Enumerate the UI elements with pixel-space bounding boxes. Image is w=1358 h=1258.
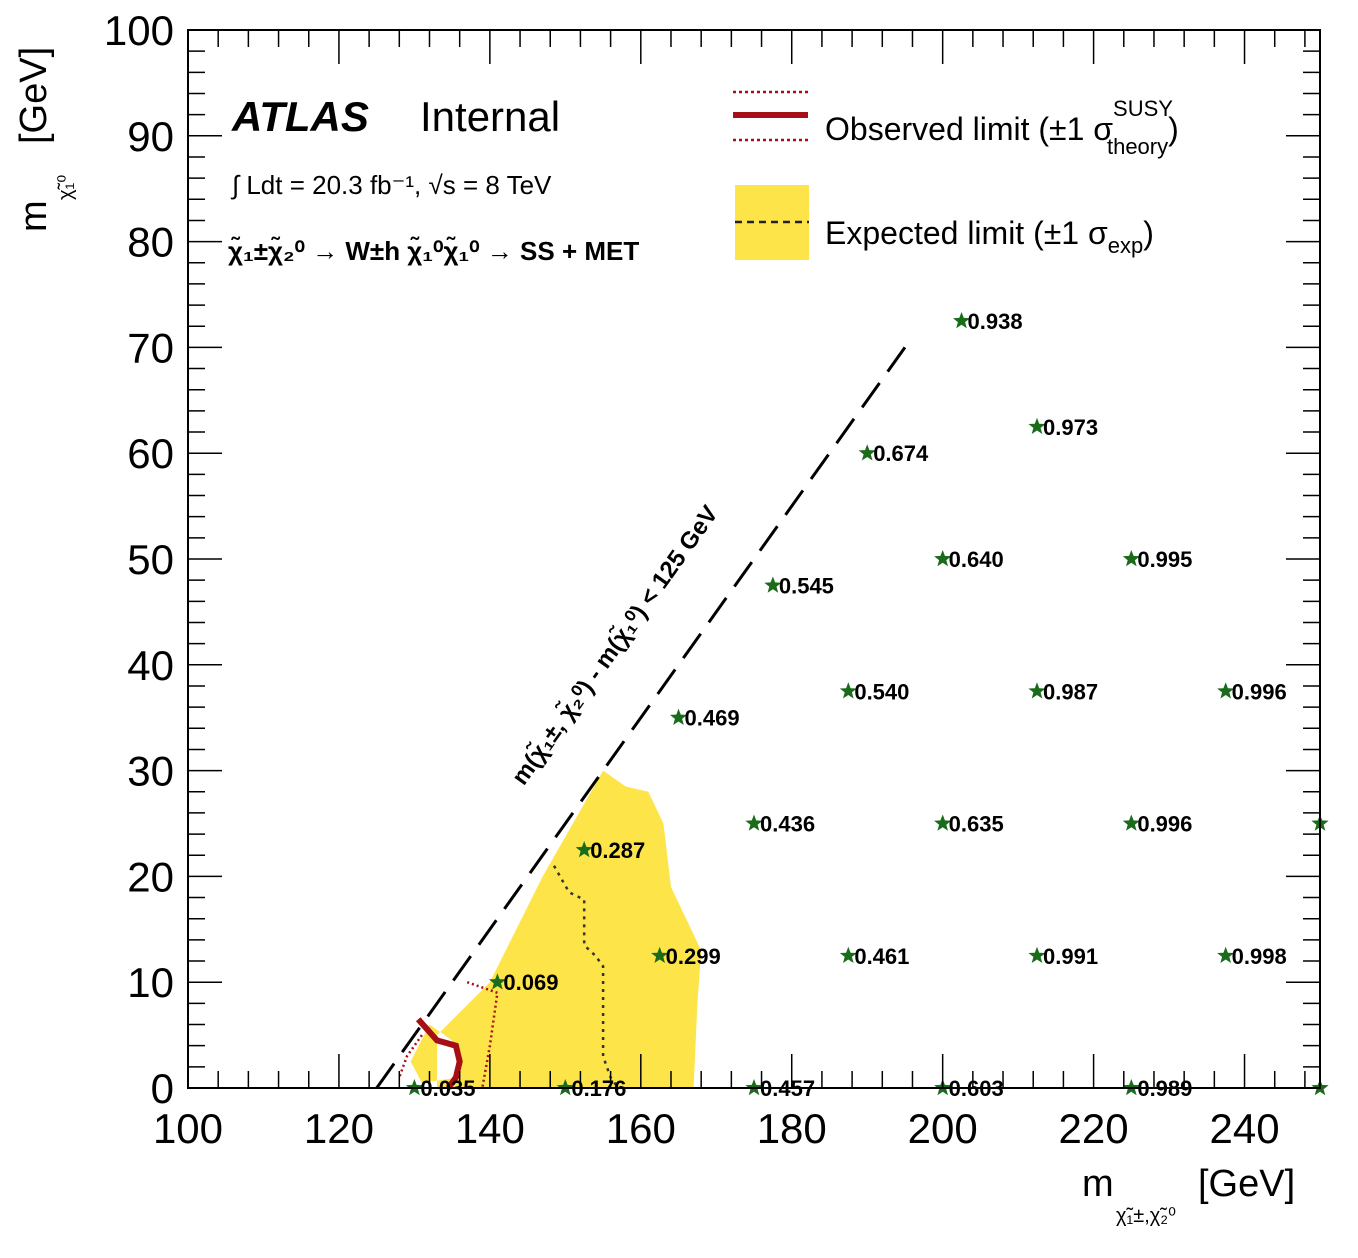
signal-point-star bbox=[953, 312, 971, 329]
y-tick-label: 30 bbox=[127, 748, 174, 795]
atlas-logo-text: ATLAS bbox=[231, 93, 369, 140]
signal-point-label: 0.545 bbox=[779, 573, 834, 598]
x-tick-label: 240 bbox=[1209, 1105, 1279, 1152]
observed-limit-line bbox=[415, 1017, 463, 1090]
kinematic-boundary-line bbox=[375, 346, 907, 1089]
y-tick-label: 60 bbox=[127, 430, 174, 477]
signal-point-label: 0.995 bbox=[1137, 547, 1192, 572]
expected-band-layer bbox=[410, 770, 702, 1088]
x-axis-title-subscript: χ̃₁±,χ̃₂⁰ bbox=[1116, 1205, 1176, 1227]
signal-point-star bbox=[858, 444, 876, 461]
signal-point-star bbox=[839, 682, 857, 699]
signal-point-label: 0.996 bbox=[1232, 679, 1287, 704]
y-axis-title-unit: [GeV] bbox=[13, 47, 55, 144]
y-axis-title: m χ̃₁⁰ [GeV] bbox=[13, 47, 77, 232]
x-axis-title-m: m bbox=[1082, 1163, 1114, 1205]
y-tick-label: 0 bbox=[151, 1065, 174, 1112]
signal-point-star bbox=[575, 841, 593, 858]
atlas-label: ATLAS Internal bbox=[231, 93, 560, 140]
signal-point-label: 0.287 bbox=[590, 838, 645, 863]
y-tick-label: 50 bbox=[127, 536, 174, 583]
signal-point-star bbox=[1028, 417, 1046, 434]
signal-point-star bbox=[651, 946, 669, 963]
signal-point-label: 0.436 bbox=[760, 812, 815, 837]
x-axis-title-unit: [GeV] bbox=[1198, 1163, 1295, 1205]
internal-text: Internal bbox=[420, 93, 560, 140]
legend: Observed limit (±1 σSUSY theory) Expected… bbox=[733, 90, 1179, 260]
x-tick-label: 200 bbox=[908, 1105, 978, 1152]
signal-point-label: 0.991 bbox=[1043, 944, 1098, 969]
signal-point-label: 0.640 bbox=[949, 547, 1004, 572]
signal-point-label: 0.987 bbox=[1043, 679, 1098, 704]
legend-observed-label: Observed limit (±1 σSUSY theory) bbox=[825, 96, 1179, 159]
signal-point-label: 0.299 bbox=[666, 944, 721, 969]
signal-point-star bbox=[934, 814, 952, 831]
signal-point-star bbox=[1028, 946, 1046, 963]
observed-limit-minus-line bbox=[466, 981, 499, 1089]
signal-point-label: 0.674 bbox=[873, 441, 929, 466]
x-tick-label: 120 bbox=[304, 1105, 374, 1152]
signal-point-star bbox=[1028, 682, 1046, 699]
signal-point-star bbox=[670, 708, 688, 725]
signal-point-label: 0.938 bbox=[968, 309, 1023, 334]
y-axis-title-m: m bbox=[13, 200, 55, 232]
signal-point-label: 0.461 bbox=[854, 944, 909, 969]
y-tick-label: 70 bbox=[127, 324, 174, 371]
x-tick-label: 160 bbox=[606, 1105, 676, 1152]
signal-point-star bbox=[934, 550, 952, 567]
y-tick-label: 10 bbox=[127, 959, 174, 1006]
y-tick-label: 100 bbox=[104, 7, 174, 54]
observed-limit-plus-line bbox=[398, 1034, 423, 1078]
y-tick-label: 20 bbox=[127, 853, 174, 900]
y-tick-label: 90 bbox=[127, 113, 174, 160]
x-tick-label: 220 bbox=[1059, 1105, 1129, 1152]
process-label: χ̃₁±χ̃₂⁰ → W±h χ̃₁⁰χ̃₁⁰ → SS + MET bbox=[228, 236, 639, 266]
signal-point-star bbox=[1217, 682, 1235, 699]
signal-point-label: 0.540 bbox=[854, 679, 909, 704]
signal-point-label: 0.996 bbox=[1137, 812, 1192, 837]
expected-band bbox=[410, 770, 702, 1088]
limit-lines-layer bbox=[375, 346, 907, 1090]
signal-point-star bbox=[745, 814, 763, 831]
signal-point-star bbox=[488, 973, 506, 990]
signal-point-label: 0.069 bbox=[503, 970, 558, 995]
luminosity-label: ∫ Ldt = 20.3 fb⁻¹, √s = 8 TeV bbox=[230, 170, 552, 200]
x-tick-label: 140 bbox=[455, 1105, 525, 1152]
signal-point-star bbox=[839, 946, 857, 963]
signal-point-star bbox=[1217, 946, 1235, 963]
signal-point-star bbox=[1122, 814, 1140, 831]
y-tick-label: 40 bbox=[127, 642, 174, 689]
x-axis-title: m χ̃₁±,χ̃₂⁰ [GeV] bbox=[1082, 1163, 1295, 1227]
signal-point-label: 0.635 bbox=[949, 812, 1004, 837]
axis-ticks-layer: 100 120 140 160 180 200 220 240 0 10 20 30 40 50 60 70 8… bbox=[104, 7, 1320, 1152]
signal-point-label: 0.469 bbox=[685, 706, 740, 731]
y-axis-title-subscript: χ̃₁⁰ bbox=[55, 175, 77, 200]
x-tick-label: 180 bbox=[757, 1105, 827, 1152]
y-tick-label: 80 bbox=[127, 219, 174, 266]
x-tick-label: 100 bbox=[153, 1105, 223, 1152]
expected-limit-line bbox=[552, 865, 620, 1089]
signal-point-label: 0.973 bbox=[1043, 415, 1098, 440]
legend-expected-label: Expected limit (±1 σexp) bbox=[825, 215, 1154, 258]
signal-point-star bbox=[764, 576, 782, 593]
signal-point-star bbox=[1122, 550, 1140, 567]
signal-point-label: 0.998 bbox=[1232, 944, 1287, 969]
